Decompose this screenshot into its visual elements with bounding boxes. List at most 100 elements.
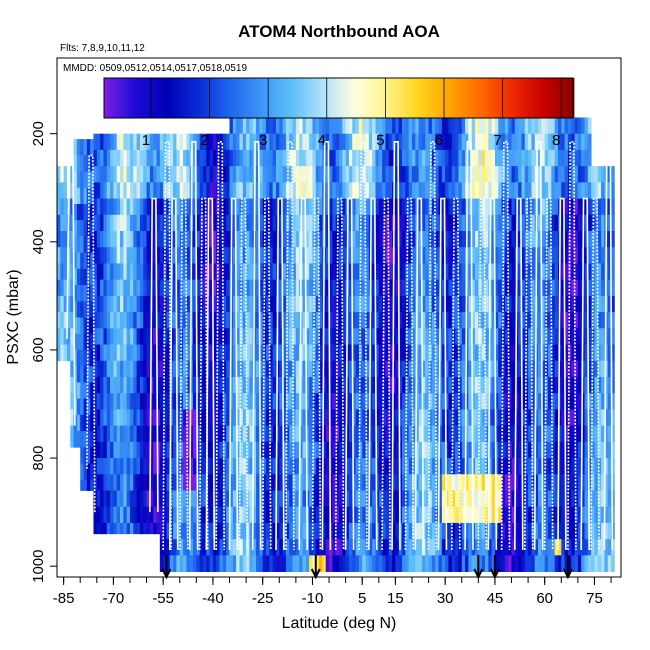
curtain-cell [93, 328, 98, 345]
curtain-cell [202, 409, 207, 427]
curtain-cell [272, 263, 277, 281]
curtain-cell [567, 360, 572, 378]
colorbar-swatch [188, 78, 191, 118]
curtain-cell [332, 214, 337, 232]
curtain-cell [395, 555, 400, 572]
curtain-cell [455, 117, 459, 135]
curtain-cell [531, 198, 536, 216]
curtain-cell [315, 360, 320, 378]
curtain-cell [501, 458, 506, 475]
curtain-cell [252, 117, 257, 135]
curtain-cell [415, 117, 420, 135]
curtain-cell [226, 279, 230, 297]
curtain-cell [607, 247, 612, 264]
curtain-cell [557, 539, 562, 556]
curtain-cell [166, 247, 171, 264]
curtain-cell [103, 312, 108, 329]
curtain-cell [272, 344, 277, 362]
curtain-cell [262, 474, 267, 491]
curtain-cell [285, 376, 290, 394]
curtain-cell [421, 214, 426, 232]
curtain-cell [279, 133, 283, 151]
curtain-cell [435, 117, 439, 135]
curtain-cell [358, 393, 363, 410]
curtain-cell [93, 166, 98, 183]
curtain-cell [106, 522, 111, 535]
curtain-cell [518, 328, 522, 345]
colorbar-swatch [314, 78, 317, 118]
curtain-cell [332, 393, 337, 410]
curtain-cell [196, 166, 201, 183]
curtain-cell [315, 117, 320, 135]
curtain-cell [163, 149, 167, 167]
curtain-cell [123, 376, 128, 394]
curtain-cell [209, 539, 214, 556]
curtain-cell [70, 328, 74, 345]
curtain-cell [309, 247, 313, 264]
curtain-cell [309, 182, 313, 199]
curtain-cell [564, 425, 569, 443]
curtain-cell [100, 133, 104, 151]
curtain-cell [468, 458, 473, 475]
curtain-cell [176, 474, 181, 491]
curtain-cell [611, 441, 615, 459]
curtain-cell [339, 490, 343, 508]
curtain-cell [146, 295, 151, 313]
curtain-cell [133, 214, 138, 232]
curtain-cell [90, 155, 94, 172]
curtain-cell [262, 182, 267, 199]
curtain-cell [153, 198, 157, 216]
curtain-cell [548, 441, 552, 459]
curtain-cell [199, 166, 204, 183]
curtain-cell [428, 425, 433, 443]
curtain-cell [388, 328, 393, 345]
curtain-cell [183, 474, 187, 491]
curtain-cell [475, 166, 479, 183]
curtain-cell [183, 279, 187, 297]
curtain-cell [242, 474, 247, 491]
curtain-cell [471, 425, 476, 443]
curtain-cell [514, 409, 519, 427]
curtain-cell [352, 328, 356, 345]
curtain-cell [146, 263, 151, 281]
curtain-cell [448, 458, 453, 475]
curtain-cell [368, 539, 373, 556]
curtain-cell [392, 490, 396, 508]
curtain-cell [448, 295, 453, 313]
curtain-cell [402, 393, 406, 410]
curtain-cell [471, 312, 476, 329]
curtain-cell [143, 409, 147, 427]
curtain-cell [455, 312, 459, 329]
curtain-cell [441, 279, 446, 297]
colorbar-swatch [202, 78, 205, 118]
curtain-cell [83, 220, 88, 237]
curtain-cell [66, 344, 71, 362]
curtain-cell [143, 393, 147, 410]
curtain-cell [405, 166, 410, 183]
colorbar-swatch [422, 78, 425, 118]
curtain-cell [226, 214, 230, 232]
curtain-cell [339, 149, 343, 167]
curtain-cell [411, 117, 416, 135]
curtain-cell [524, 133, 529, 151]
curtain-cell [70, 360, 74, 378]
curtain-cell [315, 198, 320, 216]
curtain-cell [219, 247, 224, 264]
curtain-cell [601, 393, 605, 410]
curtain-cell [548, 344, 552, 362]
curtain-cell [564, 214, 569, 232]
curtain-cell [103, 328, 108, 345]
curtain-cell [339, 458, 343, 475]
curtain-cell [508, 409, 512, 427]
curtain-cell [289, 182, 293, 199]
curtain-cell [425, 263, 429, 281]
curtain-cell [229, 149, 234, 167]
curtain-cell [285, 425, 290, 443]
curtain-cell [262, 312, 267, 329]
curtain-cell [156, 344, 161, 362]
curtain-cell [388, 133, 393, 151]
curtain-cell [116, 133, 121, 151]
curtain-cell [126, 441, 131, 459]
curtain-cell [415, 441, 420, 459]
curtain-cell [425, 247, 429, 264]
